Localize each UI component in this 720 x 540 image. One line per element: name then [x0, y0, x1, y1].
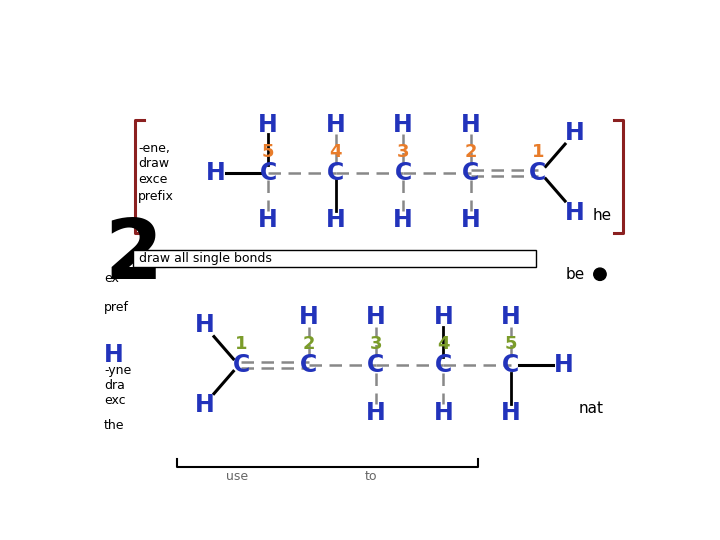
Text: H: H	[325, 113, 346, 137]
Text: H: H	[564, 201, 584, 225]
Text: H: H	[501, 401, 521, 425]
Text: C: C	[300, 353, 318, 377]
Text: H: H	[258, 113, 278, 137]
Text: C: C	[529, 160, 546, 185]
Text: H: H	[564, 120, 584, 145]
Bar	[132, 249, 536, 267]
Text: H: H	[325, 208, 346, 232]
Text: C: C	[462, 160, 479, 185]
Text: H: H	[554, 353, 573, 377]
Text: use: use	[225, 470, 248, 483]
Text: 3: 3	[370, 335, 382, 353]
Text: H: H	[461, 113, 480, 137]
Text: nat: nat	[578, 402, 603, 416]
Text: H: H	[206, 160, 225, 185]
Text: 5: 5	[262, 143, 274, 161]
Text: H: H	[393, 208, 413, 232]
Text: H: H	[299, 305, 318, 329]
Circle shape	[594, 268, 606, 280]
Text: C: C	[435, 353, 452, 377]
Text: -yne: -yne	[104, 363, 131, 376]
Text: C: C	[367, 353, 384, 377]
Text: 3: 3	[397, 143, 410, 161]
Text: 2: 2	[464, 143, 477, 161]
Text: H: H	[433, 305, 454, 329]
Text: H: H	[195, 313, 215, 337]
Text: -ene,: -ene,	[138, 142, 170, 155]
Text: H: H	[195, 393, 215, 417]
Text: 1: 1	[531, 143, 544, 161]
Text: 2: 2	[302, 335, 315, 353]
Text: H: H	[258, 208, 278, 232]
Text: H: H	[366, 401, 386, 425]
Text: H: H	[433, 401, 454, 425]
Text: C: C	[260, 160, 277, 185]
Text: H: H	[104, 343, 124, 367]
Text: 4: 4	[437, 335, 450, 353]
Text: be: be	[566, 267, 585, 282]
Text: H: H	[366, 305, 386, 329]
Text: ex: ex	[104, 272, 119, 285]
Text: to: to	[365, 470, 377, 483]
Text: the: the	[104, 419, 125, 432]
Text: exc: exc	[104, 394, 125, 407]
Text: draw: draw	[138, 157, 169, 170]
Text: he: he	[593, 208, 611, 223]
Text: C: C	[503, 353, 519, 377]
Text: H: H	[393, 113, 413, 137]
Text: C: C	[395, 160, 412, 185]
Text: H: H	[501, 305, 521, 329]
Text: 1: 1	[235, 335, 248, 353]
Text: pref: pref	[104, 301, 129, 314]
Text: prefix: prefix	[138, 190, 174, 203]
Text: dra: dra	[104, 379, 125, 392]
Text: 4: 4	[330, 143, 342, 161]
Text: C: C	[233, 353, 250, 377]
Text: exce: exce	[138, 173, 168, 186]
Text: 2: 2	[104, 215, 162, 296]
Text: H: H	[461, 208, 480, 232]
Text: 5: 5	[505, 335, 517, 353]
Text: C: C	[327, 160, 344, 185]
Text: draw all single bonds: draw all single bonds	[139, 252, 271, 265]
